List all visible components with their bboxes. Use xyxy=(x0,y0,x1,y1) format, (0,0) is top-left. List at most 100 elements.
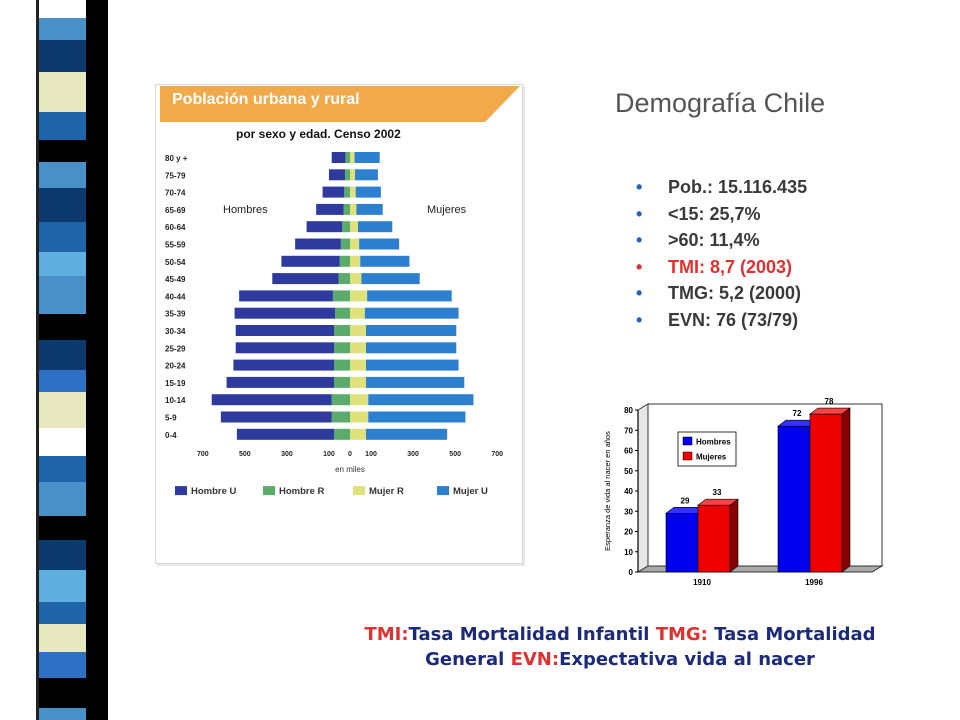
y-tick-label: 10 xyxy=(624,548,633,557)
bar-hombre-u xyxy=(235,342,334,354)
bar-mujer-u xyxy=(366,325,457,336)
bar-hombre-u xyxy=(233,359,334,371)
legend-label: Hombre U xyxy=(191,486,237,497)
y-tick-label: 50 xyxy=(624,467,633,476)
bar-hombre-r xyxy=(345,152,350,163)
abbreviations-footnote: TMI:Tasa Mortalidad Infantil TMG: Tasa M… xyxy=(350,622,890,672)
category-label: 1910 xyxy=(693,578,711,587)
bar-mujer-r xyxy=(350,255,361,267)
stripe-segment xyxy=(38,392,86,428)
stripe-segment xyxy=(38,72,86,112)
bar-mujer-u xyxy=(366,428,448,440)
x-tick-label: 500 xyxy=(449,451,461,458)
stripe-segment xyxy=(38,340,86,370)
bar-hombre-r xyxy=(340,238,350,250)
stripe-segment xyxy=(38,570,86,602)
slide-title: Demografía Chile xyxy=(615,88,826,118)
age-group-label: 35-39 xyxy=(165,310,186,319)
bar-mujer-r xyxy=(350,394,369,406)
legend-box xyxy=(677,431,737,467)
bar-hombre-u xyxy=(239,290,333,302)
bar-mujer-r xyxy=(350,376,366,388)
bar-mujer-u xyxy=(355,169,378,181)
stat-bullet-text: Pob.: 15.116.435 xyxy=(668,177,808,197)
x-tick-label: 100 xyxy=(365,451,377,458)
bar-hombre-u xyxy=(306,221,342,233)
bar-mujer-r xyxy=(350,203,357,215)
bar-side xyxy=(729,498,739,573)
stripe-segment xyxy=(38,540,86,570)
bar-mujer-r xyxy=(350,307,365,319)
x-tick-label: 100 xyxy=(323,451,335,458)
x-axis-label: en miles xyxy=(335,465,365,474)
stat-bullet-text: TMI: 8,7 (2003) xyxy=(668,256,793,277)
decorative-stripe-bar xyxy=(36,0,108,720)
bar-hombre-r xyxy=(339,255,350,267)
bar-hombre-u xyxy=(226,376,334,388)
legend-label: Hombres xyxy=(696,438,731,447)
tmg-text: Tasa Mortalidad General xyxy=(425,624,876,670)
legend-swatch xyxy=(263,486,275,496)
bar-mujeres xyxy=(809,413,843,573)
age-group-label: 65-69 xyxy=(165,206,186,215)
bullet-dot-icon: • xyxy=(636,203,643,224)
bar-mujer-r xyxy=(350,186,356,198)
bar-mujer-u xyxy=(366,359,459,371)
pyramid-subtitle: por sexo y edad. Censo 2002 xyxy=(236,127,401,141)
bar-mujer-r xyxy=(350,152,355,163)
bar-hombre-r xyxy=(344,186,350,198)
stripe-segment xyxy=(38,428,86,456)
bar-hombre-r xyxy=(338,273,350,285)
legend-label: Mujer U xyxy=(453,486,488,497)
age-group-label: 15-19 xyxy=(165,379,186,388)
bar-hombres xyxy=(777,425,811,573)
stripe-edge xyxy=(36,0,39,720)
bar-mujer-r xyxy=(350,342,366,354)
age-group-label: 70-74 xyxy=(165,189,186,198)
y-tick-label: 70 xyxy=(624,426,633,435)
bar-value-label: 72 xyxy=(793,409,802,418)
x-tick-label: 0 xyxy=(348,451,352,458)
legend-swatch xyxy=(353,486,365,496)
legend-label: Hombre R xyxy=(279,486,325,497)
bar-hombre-r xyxy=(332,290,350,302)
bar-hombre-r xyxy=(334,376,350,388)
stat-bullet-item: • EVN: 76 (73/79) xyxy=(636,307,807,334)
bar-value-label: 29 xyxy=(681,496,690,505)
bar-mujer-r xyxy=(350,290,368,302)
stripe-segment xyxy=(38,162,86,188)
bar-hombre-u xyxy=(235,325,334,336)
bar-hombre-u xyxy=(281,255,340,267)
bar-hombre-r xyxy=(331,411,350,423)
stats-bullet-list: • Pob.: 15.116.435 • <15: 25,7% • >60: 11,4% •… xyxy=(636,174,807,333)
bar-mujer-u xyxy=(368,411,466,423)
bar-mujer-r xyxy=(350,428,366,440)
legend-label: Mujer R xyxy=(369,486,404,497)
stripe-segment xyxy=(38,0,86,18)
age-group-label: 45-49 xyxy=(165,275,186,284)
stat-bullet-item: • TMG: 5,2 (2000) xyxy=(636,280,807,307)
bullet-dot-icon: • xyxy=(636,230,643,250)
bar-top xyxy=(697,498,739,506)
bar-mujer-u xyxy=(360,255,410,267)
bar-hombre-u xyxy=(295,238,341,250)
age-group-label: 55-59 xyxy=(165,241,186,250)
stripe-segment xyxy=(38,370,86,392)
age-group-label: 80 y + xyxy=(165,154,188,163)
age-group-label: 0-4 xyxy=(165,431,177,440)
age-group-label: 50-54 xyxy=(165,258,186,267)
stripe-segment xyxy=(38,112,86,140)
bar-hombre-u xyxy=(220,411,332,423)
y-tick-label: 40 xyxy=(624,487,633,496)
legend-swatch xyxy=(682,436,693,446)
x-tick-label: 300 xyxy=(281,451,293,458)
x-tick-label: 700 xyxy=(491,451,503,458)
bar-hombre-r xyxy=(342,221,350,233)
legend-swatch xyxy=(682,451,693,461)
bar-mujer-r xyxy=(350,273,362,285)
y-tick-label: 0 xyxy=(629,568,634,577)
stripe-segment xyxy=(38,602,86,624)
legend-swatch xyxy=(437,486,449,496)
stripe-segment xyxy=(38,252,86,276)
stripe-segment xyxy=(38,652,86,678)
